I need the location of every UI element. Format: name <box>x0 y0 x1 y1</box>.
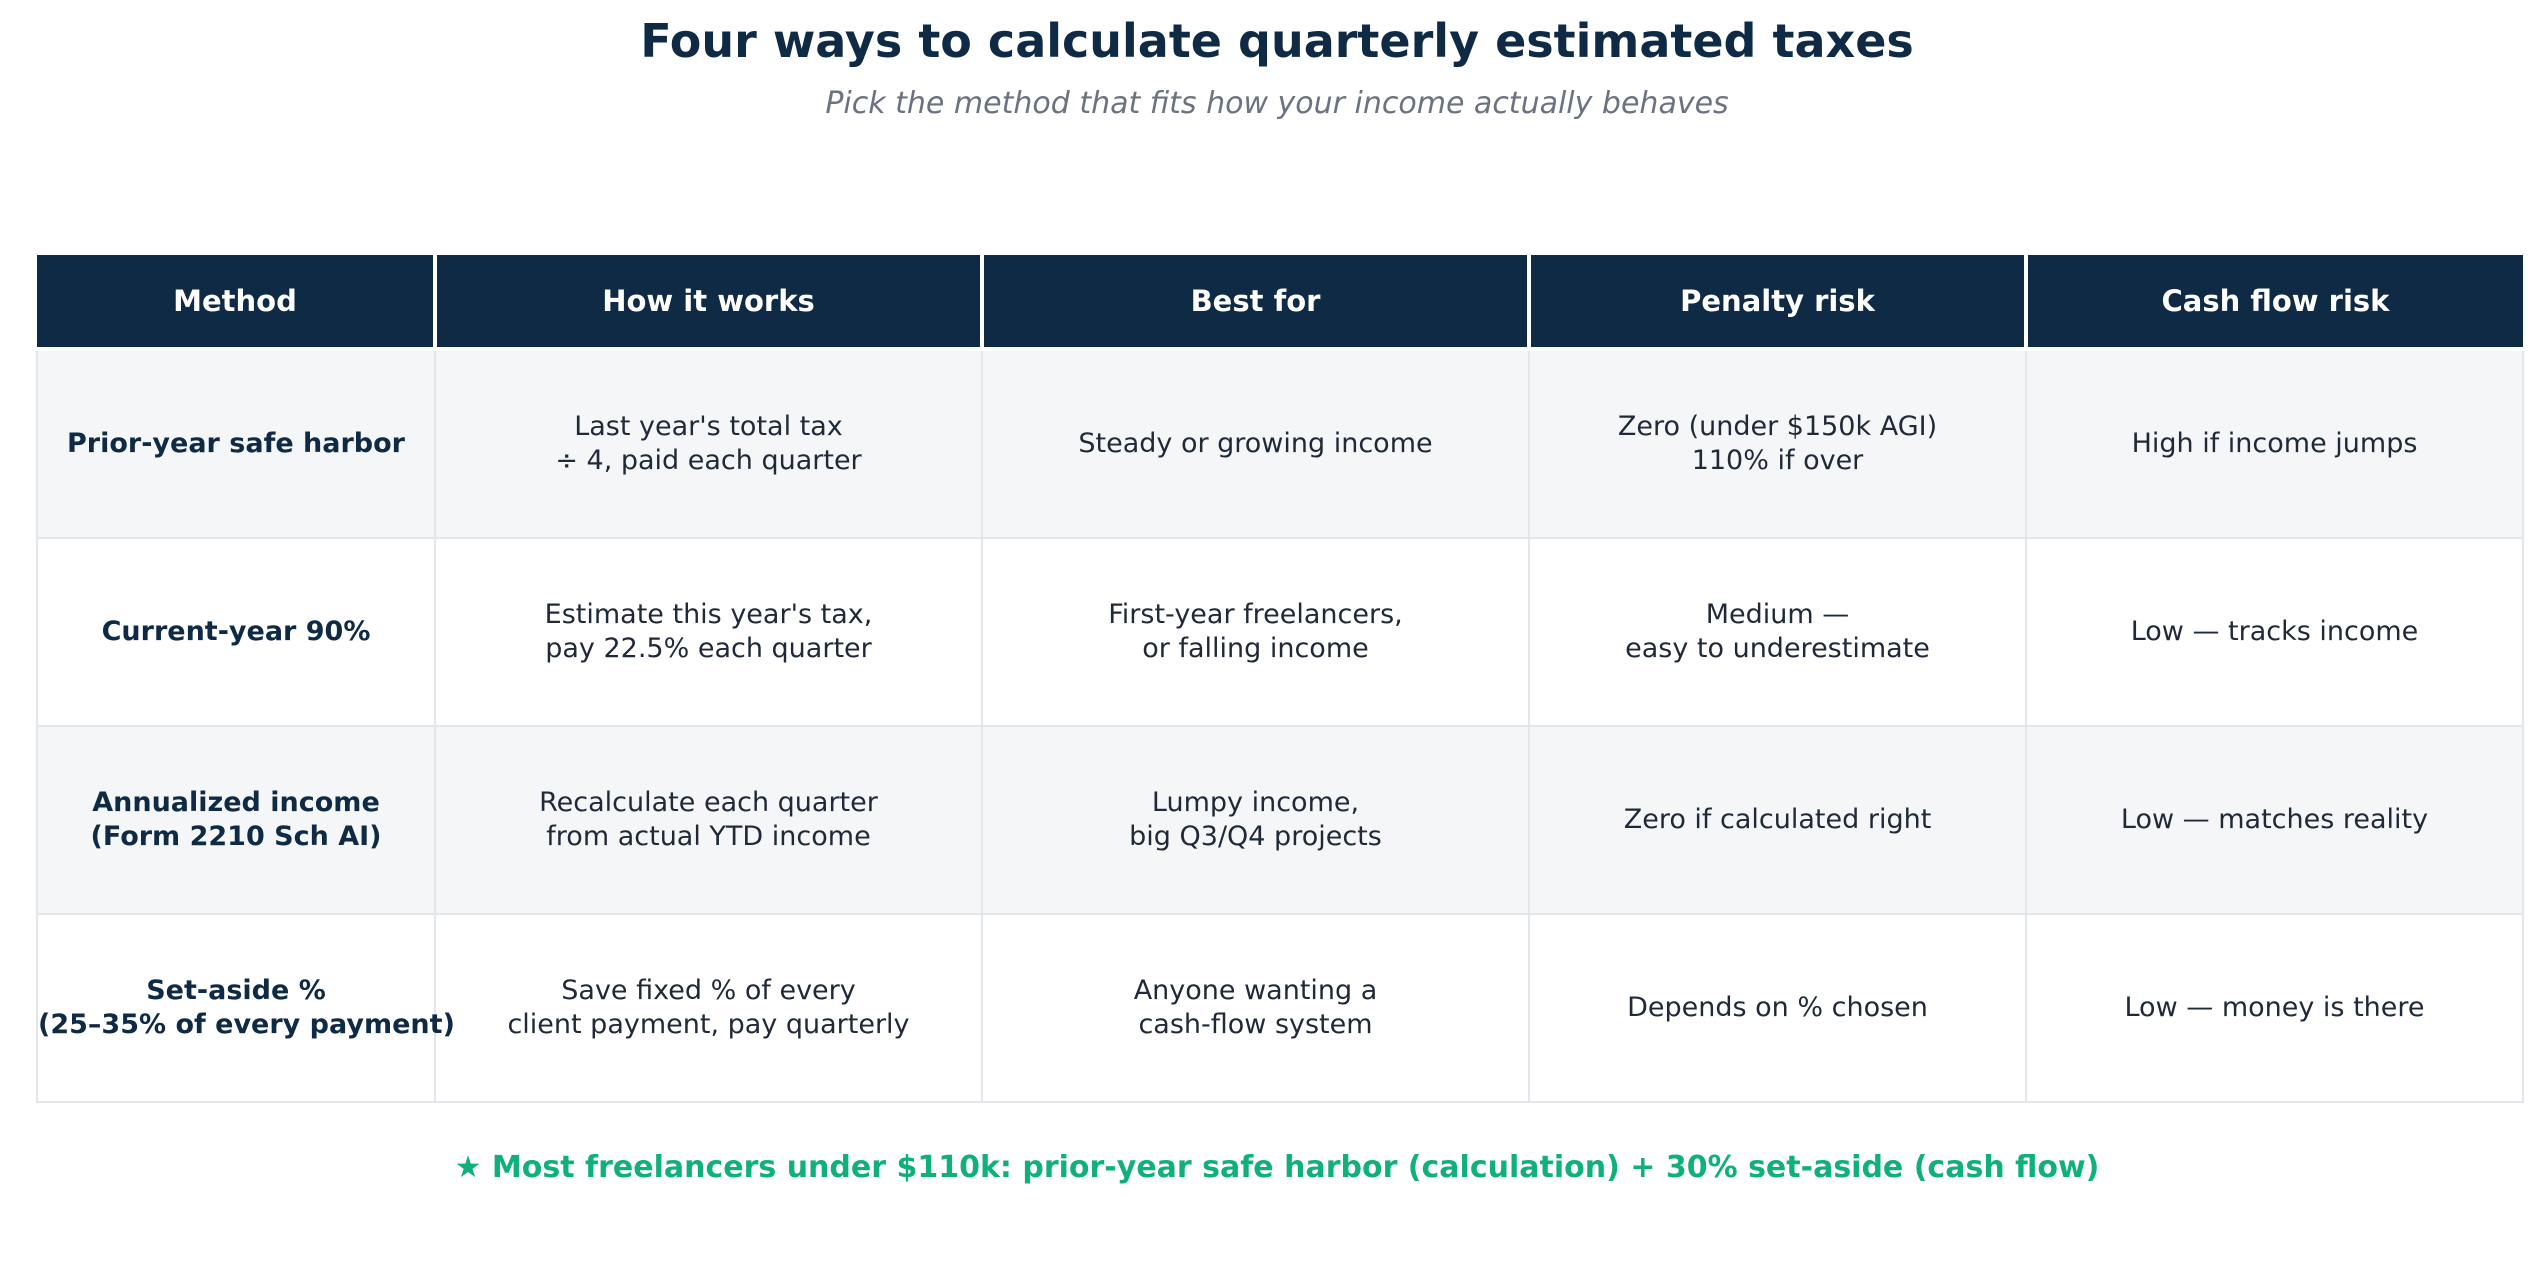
column-header-best-for: Best for <box>980 255 1531 351</box>
cash-flow-risk-cell: High if income jumps <box>2025 348 2524 539</box>
table-row: Set-aside % (25–35% of every payment) Sa… <box>36 913 2524 1103</box>
column-header-cash-flow-risk: Cash flow risk <box>2024 255 2523 351</box>
page-title: Four ways to calculate quarterly estimat… <box>640 14 1914 68</box>
page-subtitle: Pick the method that fits how your incom… <box>825 86 1729 121</box>
best-for-cell: Steady or growing income <box>981 348 1530 539</box>
how-it-works-cell: Last year's total tax ÷ 4, paid each qua… <box>434 348 983 539</box>
best-for-cell: Anyone wanting a cash-flow system <box>981 913 1530 1103</box>
table-header-row: Method How it works Best for Penalty ris… <box>37 255 2523 351</box>
table-row: Prior-year safe harbor Last year's total… <box>36 348 2524 539</box>
method-cell: Prior-year safe harbor <box>36 348 436 539</box>
best-for-cell: First-year freelancers, or falling incom… <box>981 537 1530 727</box>
methods-comparison-table: Method How it works Best for Penalty ris… <box>36 255 2524 1103</box>
penalty-risk-cell: Zero (under $150k AGI) 110% if over <box>1528 348 2027 539</box>
cash-flow-risk-cell: Low — tracks income <box>2025 537 2524 727</box>
how-it-works-cell: Recalculate each quarter from actual YTD… <box>434 725 983 915</box>
column-header-how-it-works: How it works <box>433 255 984 351</box>
cash-flow-risk-cell: Low — matches reality <box>2025 725 2524 915</box>
how-it-works-cell: Save fixed % of every client payment, pa… <box>434 913 983 1103</box>
table-row: Annualized income (Form 2210 Sch AI) Rec… <box>36 725 2524 915</box>
table-row: Current-year 90% Estimate this year's ta… <box>36 537 2524 727</box>
penalty-risk-cell: Depends on % chosen <box>1528 913 2027 1103</box>
cash-flow-risk-cell: Low — money is there <box>2025 913 2524 1103</box>
penalty-risk-cell: Zero if calculated right <box>1528 725 2027 915</box>
how-it-works-cell: Estimate this year's tax, pay 22.5% each… <box>434 537 983 727</box>
method-cell: Current-year 90% <box>36 537 436 727</box>
recommendation-footnote: ★ Most freelancers under $110k: prior-ye… <box>454 1150 2100 1185</box>
best-for-cell: Lumpy income, big Q3/Q4 projects <box>981 725 1530 915</box>
method-cell: Annualized income (Form 2210 Sch AI) <box>36 725 436 915</box>
method-cell: Set-aside % (25–35% of every payment) <box>36 913 455 1103</box>
column-header-method: Method <box>37 255 437 351</box>
penalty-risk-cell: Medium — easy to underestimate <box>1528 537 2027 727</box>
column-header-penalty-risk: Penalty risk <box>1527 255 2028 351</box>
